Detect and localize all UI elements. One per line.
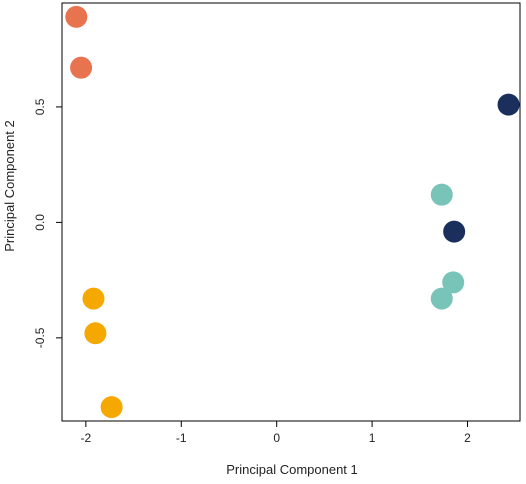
data-point [430,183,453,206]
y-axis: -0.5 0.0 0.5 [33,98,62,348]
data-point [442,271,465,294]
x-tick-label: 2 [464,431,471,445]
y-tick-label: 0.5 [33,98,47,115]
x-tick-label: 1 [369,431,376,445]
y-axis-label: Principal Component 2 [2,120,17,252]
data-point [443,220,466,243]
x-tick-label: 0 [273,431,280,445]
x-axis-label: Principal Component 1 [226,462,358,477]
data-point [65,5,88,28]
x-axis: -2 -1 0 1 2 [81,421,471,445]
plot-frame [61,2,521,422]
x-tick-label: -1 [176,431,187,445]
y-tick-label: -0.5 [33,327,47,348]
data-point [497,93,520,116]
data-point [100,396,123,419]
data-point [82,287,105,310]
data-point [430,287,453,310]
y-tick-label: 0.0 [33,214,47,231]
data-point [84,322,107,345]
data-points [65,5,520,419]
x-tick-label: -2 [81,431,92,445]
data-point [70,56,93,79]
